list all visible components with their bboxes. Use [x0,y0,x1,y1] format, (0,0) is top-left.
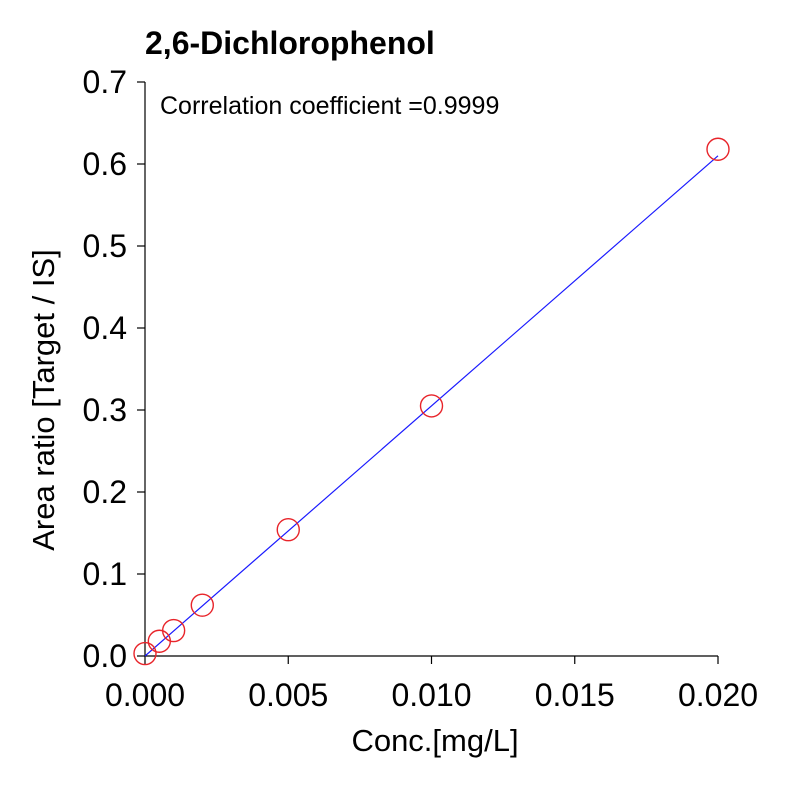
data-point [276,518,300,542]
y-tick-label: 0.2 [83,474,127,510]
regression-line [144,155,719,657]
x-tick-label: 0.000 [105,677,185,713]
data-point [190,593,215,617]
y-tick-label: 0.3 [83,392,127,428]
correlation-annotation: Correlation coefficient =0.9999 [160,92,499,120]
axes [144,82,718,657]
data-point [133,641,157,666]
y-tick-label: 0.4 [83,310,127,346]
y-tick-label: 0.7 [83,64,127,100]
data-point [706,137,730,161]
data-point [147,629,172,653]
y-tick-label: 0.5 [83,228,127,264]
x-ticks: 0.000 0.005 0.010 0.015 0.020 [105,656,758,713]
fit-line-group [144,155,719,657]
y-tick-label: 0.6 [83,146,127,182]
data-point [161,618,186,643]
x-tick-label: 0.020 [678,677,758,713]
y-ticks: 0.0 0.1 0.2 0.3 0.4 0.5 0.6 0.7 [83,64,145,674]
data-points [133,137,730,666]
chart-title: 2,6-Dichlorophenol [145,25,435,61]
y-tick-label: 0.1 [83,556,127,592]
x-axis-label: Conc.[mg/L] [351,723,518,758]
data-point [419,394,444,418]
y-axis-label: Area ratio [Target / IS] [26,249,61,551]
y-tick-label: 0.0 [83,638,127,674]
x-tick-label: 0.005 [248,677,328,713]
x-tick-label: 0.010 [391,677,471,713]
x-tick-label: 0.015 [535,677,615,713]
